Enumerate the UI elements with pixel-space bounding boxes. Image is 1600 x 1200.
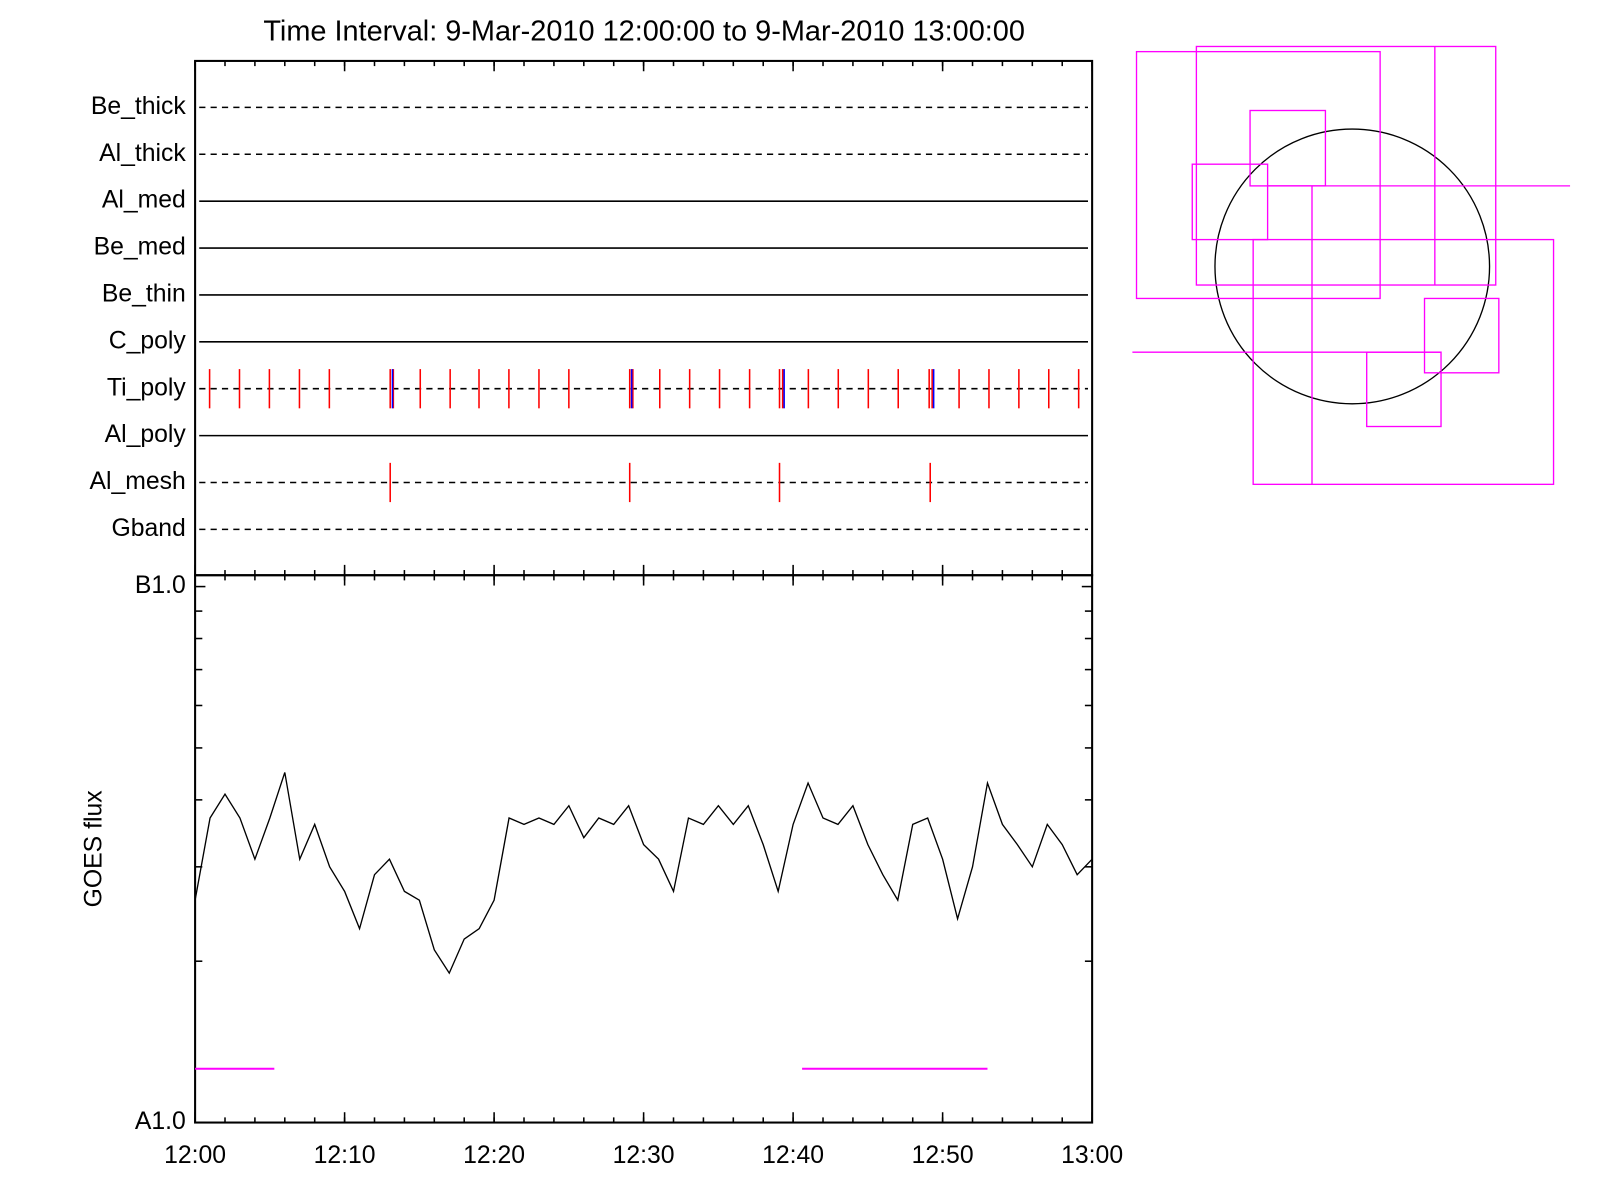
sun-disk bbox=[1214, 128, 1491, 405]
row-label: Be_med bbox=[94, 234, 186, 261]
fov-box bbox=[1191, 163, 1269, 241]
x-tick-label: 12:10 bbox=[314, 1142, 376, 1169]
fov-box bbox=[1135, 50, 1381, 300]
top-panel-frame bbox=[194, 59, 1094, 577]
y-tick-label: B1.0 bbox=[135, 572, 186, 599]
x-tick-label: 12:30 bbox=[613, 1142, 675, 1169]
y-axis-label: GOES flux bbox=[81, 790, 108, 908]
row-label: Al_poly bbox=[105, 421, 187, 448]
fov-diagram bbox=[1132, 45, 1571, 486]
chart-title: Time Interval: 9-Mar-2010 12:00:00 to 9-… bbox=[263, 16, 1025, 48]
x-tick-label: 12:00 bbox=[164, 1142, 226, 1169]
x-tick-label: 12:40 bbox=[762, 1142, 824, 1169]
row-label: Ti_poly bbox=[107, 374, 187, 401]
flux-line bbox=[194, 772, 1093, 975]
row-label: Al_mesh bbox=[89, 468, 185, 495]
row-label: Al_thick bbox=[99, 140, 186, 167]
x-tick-label: 12:50 bbox=[912, 1142, 974, 1169]
fov-box bbox=[1366, 351, 1442, 428]
row-label: C_poly bbox=[109, 327, 187, 354]
y-tick-label: A1.0 bbox=[135, 1108, 186, 1135]
fov-box bbox=[1249, 109, 1327, 187]
row-label: Be_thick bbox=[91, 93, 187, 120]
row-label: Gband bbox=[111, 515, 185, 542]
fov-box bbox=[1252, 238, 1555, 486]
x-tick-label: 12:20 bbox=[463, 1142, 525, 1169]
fov-box bbox=[1195, 45, 1497, 286]
x-tick-label: 13:00 bbox=[1061, 1142, 1123, 1169]
row-label: Al_med bbox=[102, 187, 186, 214]
row-label: Be_thin bbox=[102, 280, 186, 307]
fov-box bbox=[1423, 297, 1500, 374]
bottom-panel-frame bbox=[194, 574, 1094, 1124]
